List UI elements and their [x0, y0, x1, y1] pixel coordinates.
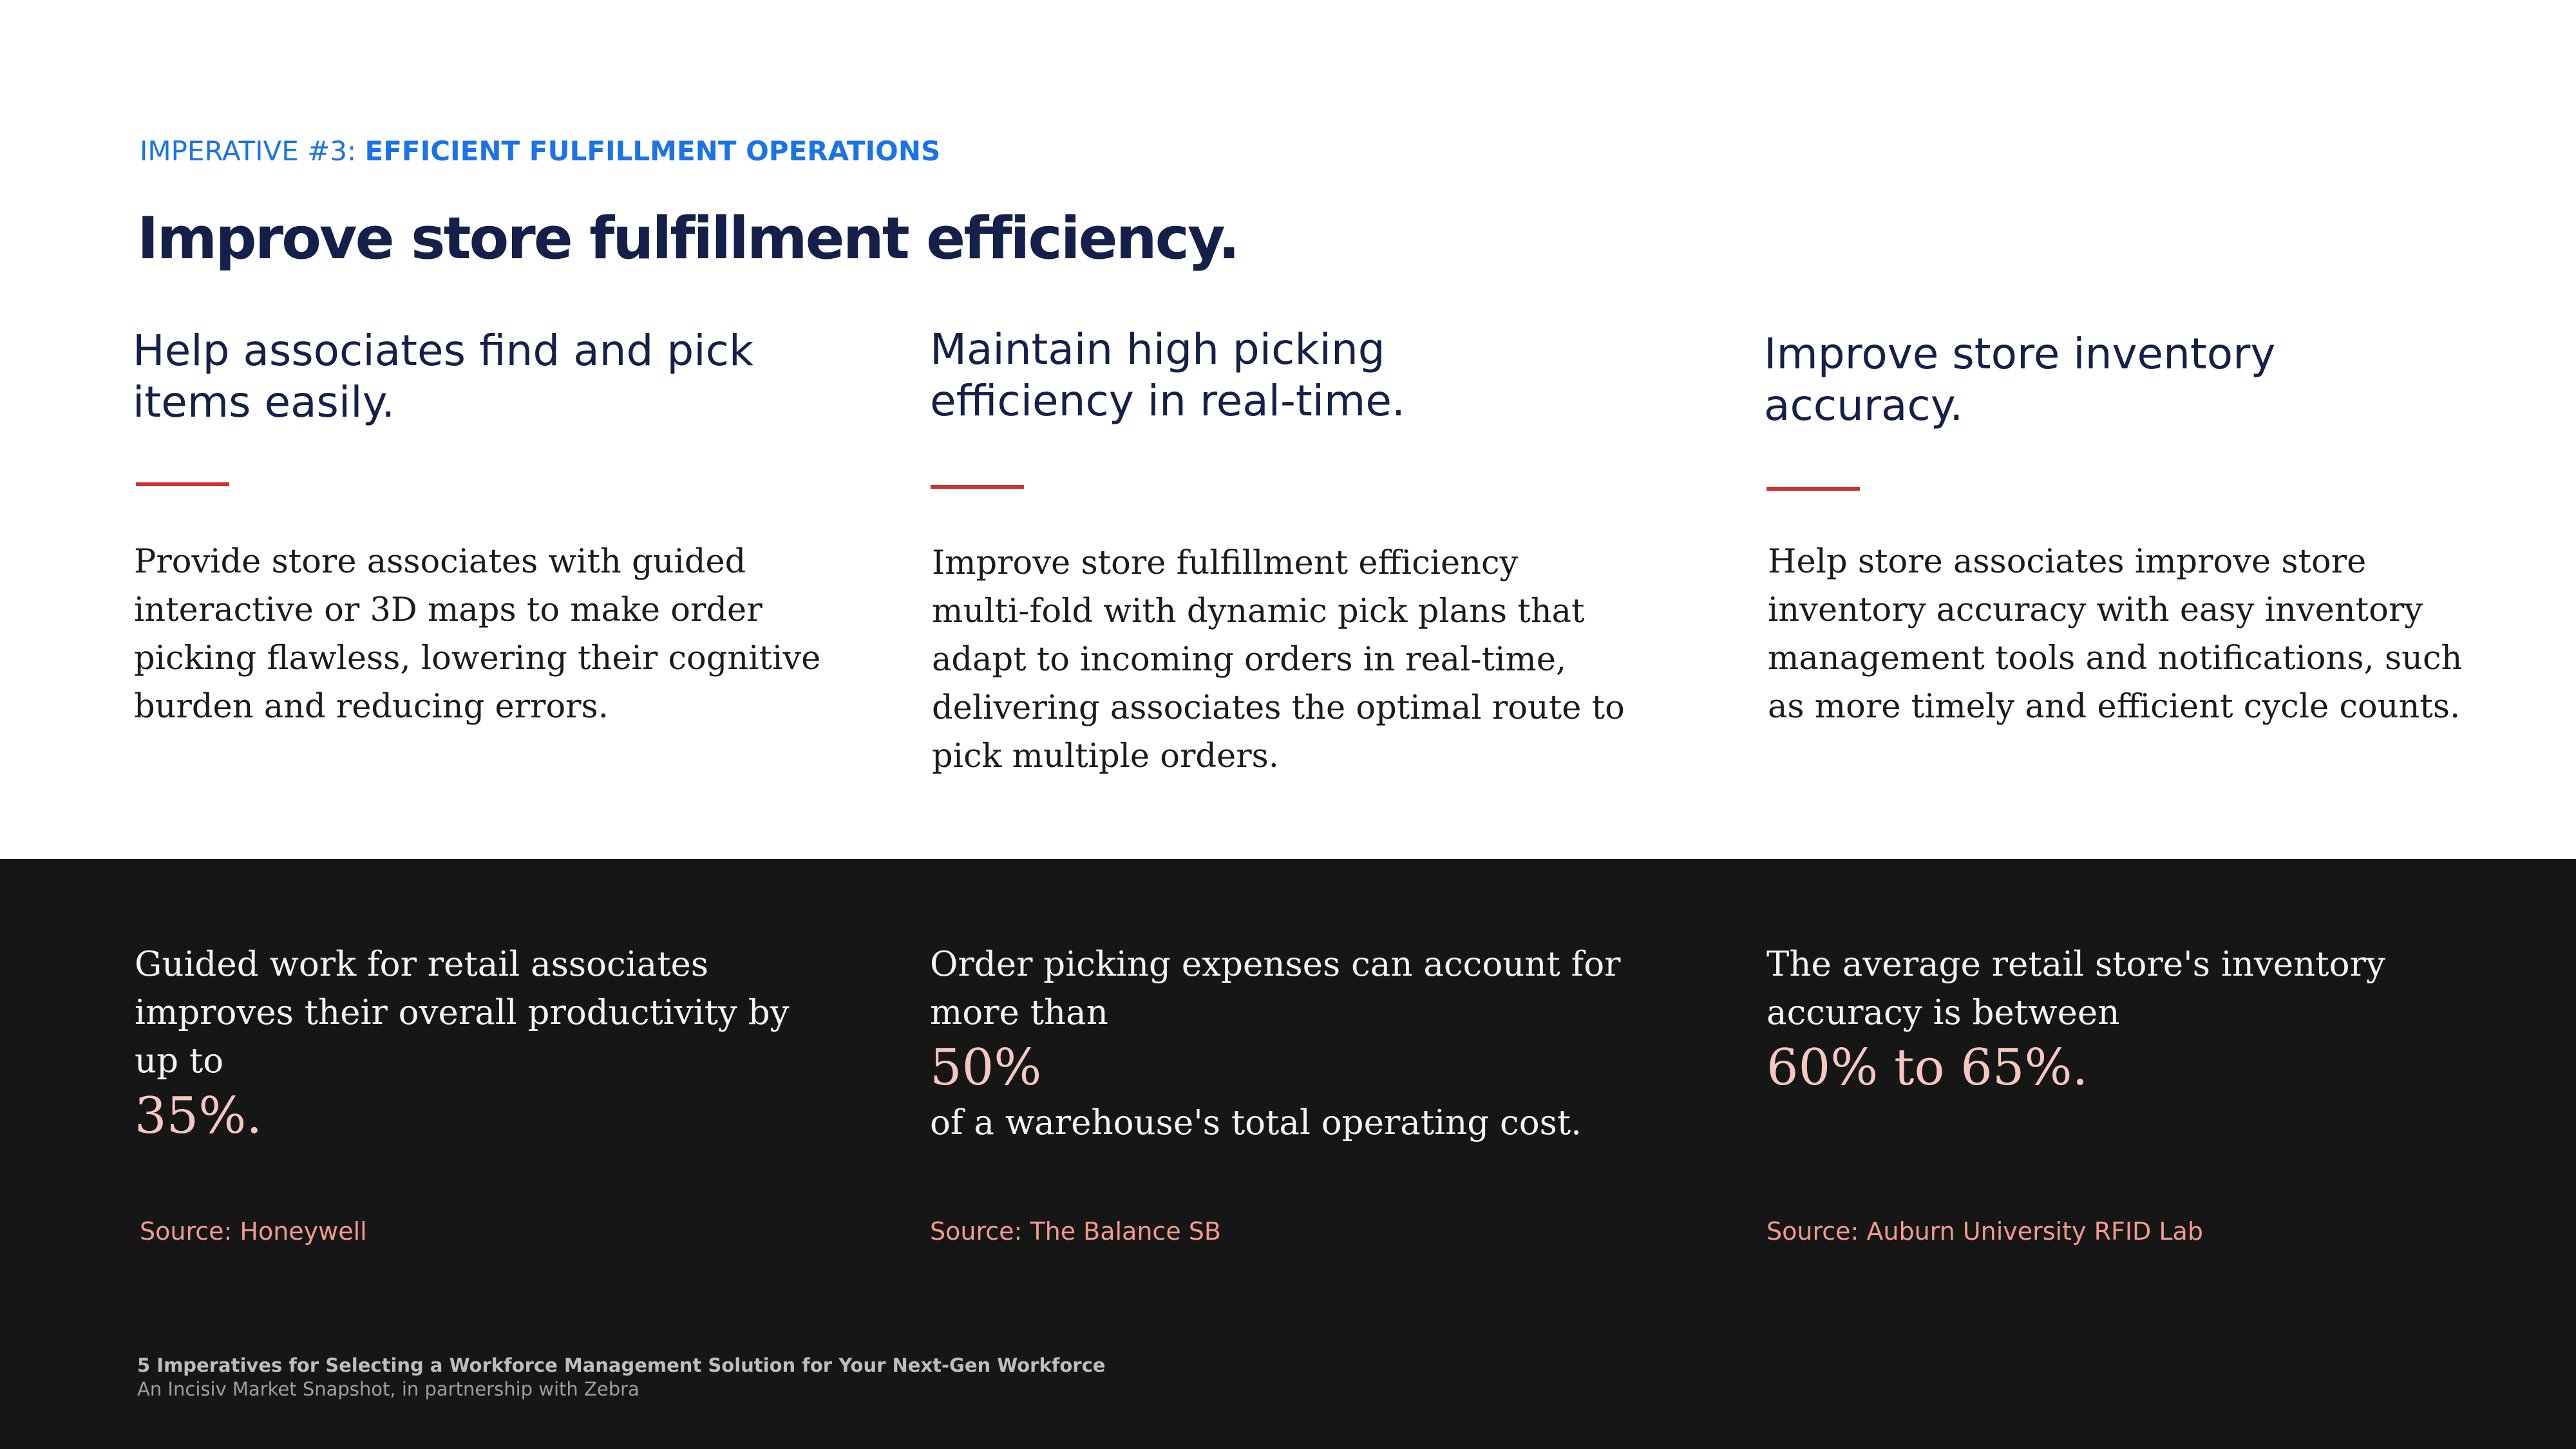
- stat-figure: 60% to 65%.: [1766, 1039, 2088, 1097]
- stat-2: Order picking expenses can account for m…: [930, 940, 1621, 1147]
- stat-intro-line: Order picking expenses can account for: [930, 945, 1621, 984]
- stat-figure: 50%: [930, 1039, 1042, 1097]
- body-line: Provide store associates with guided: [134, 543, 746, 581]
- body-line: adapt to incoming orders in real-time,: [932, 641, 1567, 679]
- column-heading-line: Maintain high picking: [930, 325, 1385, 374]
- column-1-heading: Help associates find and pick items easi…: [133, 325, 753, 428]
- stat-3: The average retail store's inventory acc…: [1766, 940, 2385, 1099]
- column-heading-line: Improve store inventory: [1764, 329, 2276, 379]
- column-1-body: Provide store associates with guided int…: [134, 538, 820, 731]
- stat-1: Guided work for retail associates improv…: [135, 940, 790, 1147]
- stat-intro-line: up to: [135, 1041, 224, 1081]
- stats-band: [0, 859, 2576, 1449]
- stat-outro-line: of a warehouse's total operating cost.: [930, 1103, 1582, 1142]
- body-line: Improve store fulfillment efficiency: [932, 544, 1519, 582]
- body-line: inventory accuracy with easy inventory: [1768, 591, 2423, 629]
- body-line: Help store associates improve store: [1768, 543, 2367, 581]
- stat-intro-line: The average retail store's inventory: [1766, 945, 2385, 984]
- column-heading-line: efficiency in real-time.: [930, 376, 1405, 426]
- footer-subtitle: An Incisiv Market Snapshot, in partnersh…: [137, 1378, 639, 1400]
- column-2-body: Improve store fulfillment efficiency mul…: [932, 539, 1625, 781]
- column-3-body: Help store associates improve store inve…: [1768, 538, 2462, 731]
- body-line: management tools and notifications, such: [1768, 639, 2463, 677]
- body-line: picking flawless, lowering their cogniti…: [134, 639, 821, 677]
- column-1-divider: [136, 482, 229, 486]
- column-3-heading: Improve store inventory accuracy.: [1764, 328, 2275, 431]
- column-3-divider: [1766, 487, 1860, 491]
- column-2-divider: [931, 485, 1024, 489]
- body-line: burden and reducing errors.: [134, 688, 609, 726]
- body-line: multi-fold with dynamic pick plans that: [932, 592, 1585, 630]
- stat-3-source: Source: Auburn University RFID Lab: [1766, 1217, 2203, 1245]
- body-line: pick multiple orders.: [932, 737, 1279, 775]
- eyebrow-strong: EFFICIENT FULFILLMENT OPERATIONS: [365, 135, 941, 167]
- body-line: interactive or 3D maps to make order: [134, 591, 762, 629]
- eyebrow-lead: IMPERATIVE #3:: [140, 135, 365, 167]
- column-heading-line: accuracy.: [1764, 381, 1964, 430]
- footer-title: 5 Imperatives for Selecting a Workforce …: [137, 1354, 1106, 1376]
- stat-1-source: Source: Honeywell: [140, 1217, 367, 1245]
- stat-2-source: Source: The Balance SB: [930, 1217, 1221, 1245]
- stat-figure: 35%.: [135, 1087, 263, 1145]
- stat-intro-line: Guided work for retail associates: [135, 945, 709, 984]
- stat-intro-line: improves their overall productivity by: [135, 993, 790, 1032]
- body-line: as more timely and efficient cycle count…: [1768, 688, 2461, 726]
- stat-intro-line: more than: [930, 993, 1108, 1032]
- column-heading-line: items easily.: [133, 377, 395, 427]
- column-heading-line: Help associates find and pick: [133, 326, 754, 375]
- stat-intro-line: accuracy is between: [1766, 993, 2120, 1032]
- page-title: Improve store fulfillment efficiency.: [137, 205, 1240, 272]
- column-2-heading: Maintain high picking efficiency in real…: [930, 324, 1405, 427]
- body-line: delivering associates the optimal route …: [932, 689, 1625, 727]
- eyebrow-label: IMPERATIVE #3: EFFICIENT FULFILLMENT OPE…: [140, 135, 940, 167]
